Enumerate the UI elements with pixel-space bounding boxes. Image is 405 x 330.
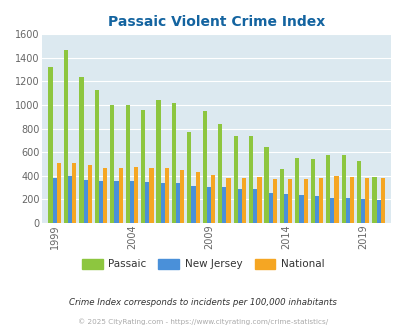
Bar (226, 178, 230, 223)
Bar (376, 200, 380, 223)
Bar (72, 163, 76, 223)
Bar (253, 189, 257, 223)
Bar (294, 157, 299, 223)
Bar (164, 168, 168, 223)
Bar (53, 178, 57, 223)
Bar (268, 193, 272, 223)
Bar (160, 183, 164, 223)
Bar (334, 177, 338, 223)
Bar (330, 198, 334, 223)
Bar (284, 193, 288, 223)
Bar (195, 172, 199, 223)
Text: © 2025 CityRating.com - https://www.cityrating.com/crime-statistics/: © 2025 CityRating.com - https://www.city… (78, 318, 327, 325)
Bar (141, 110, 145, 223)
Bar (94, 90, 99, 223)
Bar (207, 187, 211, 223)
Bar (176, 183, 180, 223)
Bar (310, 159, 314, 223)
Bar (180, 170, 184, 223)
Bar (57, 163, 61, 223)
Bar (99, 181, 103, 223)
Bar (272, 180, 276, 223)
Bar (156, 100, 160, 223)
Bar (64, 50, 68, 223)
Bar (211, 175, 215, 223)
Bar (341, 155, 345, 223)
Bar (187, 132, 191, 223)
Bar (288, 179, 292, 223)
Bar (145, 182, 149, 223)
Bar (217, 124, 222, 223)
Legend: Passaic, New Jersey, National: Passaic, New Jersey, National (77, 255, 328, 274)
Bar (68, 176, 72, 223)
Bar (149, 168, 153, 223)
Bar (314, 196, 318, 223)
Bar (360, 199, 364, 223)
Bar (248, 136, 253, 223)
Bar (103, 168, 107, 223)
Bar (134, 167, 138, 223)
Bar (257, 177, 261, 223)
Bar (118, 168, 122, 223)
Text: Crime Index corresponds to incidents per 100,000 inhabitants: Crime Index corresponds to incidents per… (69, 298, 336, 307)
Bar (241, 178, 245, 223)
Bar (264, 147, 268, 223)
Bar (125, 105, 130, 223)
Bar (349, 177, 353, 223)
Bar (130, 181, 134, 223)
Bar (364, 178, 369, 223)
Bar (356, 161, 360, 223)
Bar (299, 195, 303, 223)
Bar (79, 77, 83, 223)
Bar (233, 136, 237, 223)
Bar (87, 165, 92, 223)
Bar (191, 186, 195, 223)
Bar (303, 179, 307, 223)
Bar (83, 180, 87, 223)
Bar (325, 154, 330, 223)
Bar (202, 111, 207, 223)
Bar (171, 103, 176, 223)
Bar (380, 178, 384, 223)
Bar (371, 177, 376, 223)
Bar (279, 169, 283, 223)
Bar (222, 187, 226, 223)
Bar (345, 198, 349, 223)
Bar (110, 105, 114, 223)
Bar (318, 178, 322, 223)
Bar (48, 67, 53, 223)
Bar (114, 181, 118, 223)
Title: Passaic Violent Crime Index: Passaic Violent Crime Index (108, 15, 324, 29)
Bar (237, 189, 241, 223)
